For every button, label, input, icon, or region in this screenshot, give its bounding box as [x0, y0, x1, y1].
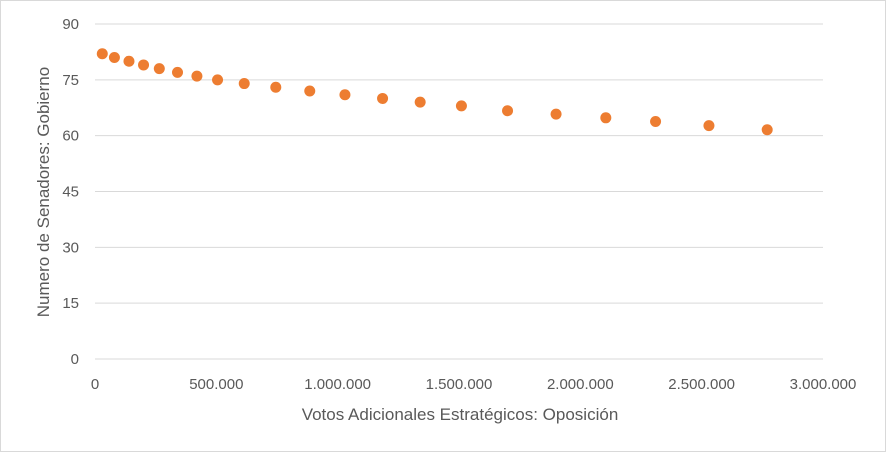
data-point [123, 55, 135, 67]
data-point [138, 59, 150, 71]
data-point [502, 105, 514, 117]
x-tick-label: 500.000 [189, 376, 243, 393]
data-point [212, 74, 224, 86]
data-point [377, 92, 389, 104]
data-point [600, 112, 612, 124]
y-tick-label: 30 [62, 239, 79, 256]
data-point [270, 81, 282, 93]
y-tick-label: 15 [62, 295, 79, 312]
data-point [96, 48, 108, 60]
data-point [650, 116, 662, 128]
x-tick-label: 0 [91, 376, 99, 393]
data-point [455, 100, 467, 112]
data-point [191, 70, 203, 82]
y-axis-ticks: 0 15 30 45 60 75 90 [62, 16, 79, 368]
data-points [96, 48, 773, 136]
y-tick-label: 60 [62, 128, 79, 145]
data-point [108, 52, 120, 63]
data-point [153, 63, 165, 75]
y-tick-label: 75 [62, 72, 79, 89]
y-tick-label: 90 [62, 16, 79, 33]
gridlines [95, 23, 823, 360]
data-point [238, 78, 250, 90]
x-axis-ticks: 0 500.000 1.000.000 1.500.000 2.000.000 2.500… [91, 376, 857, 393]
y-tick-label: 0 [71, 351, 79, 368]
data-point [172, 66, 184, 78]
data-point [703, 120, 715, 132]
data-point [339, 89, 351, 101]
data-point [550, 108, 562, 120]
data-point [761, 124, 773, 136]
data-point [414, 96, 426, 108]
y-tick-label: 45 [62, 184, 79, 201]
y-axis-title: Numero de Senadores: Gobierno [34, 67, 53, 317]
x-tick-label: 2.000.000 [547, 376, 614, 393]
x-tick-label: 1.000.000 [304, 376, 371, 393]
x-tick-label: 1.500.000 [426, 376, 493, 393]
x-tick-label: 3.000.000 [790, 376, 857, 393]
x-axis-title: Votos Adicionales Estratégicos: Oposició… [302, 405, 619, 424]
data-point [304, 85, 316, 97]
x-tick-label: 2.500.000 [668, 376, 735, 393]
